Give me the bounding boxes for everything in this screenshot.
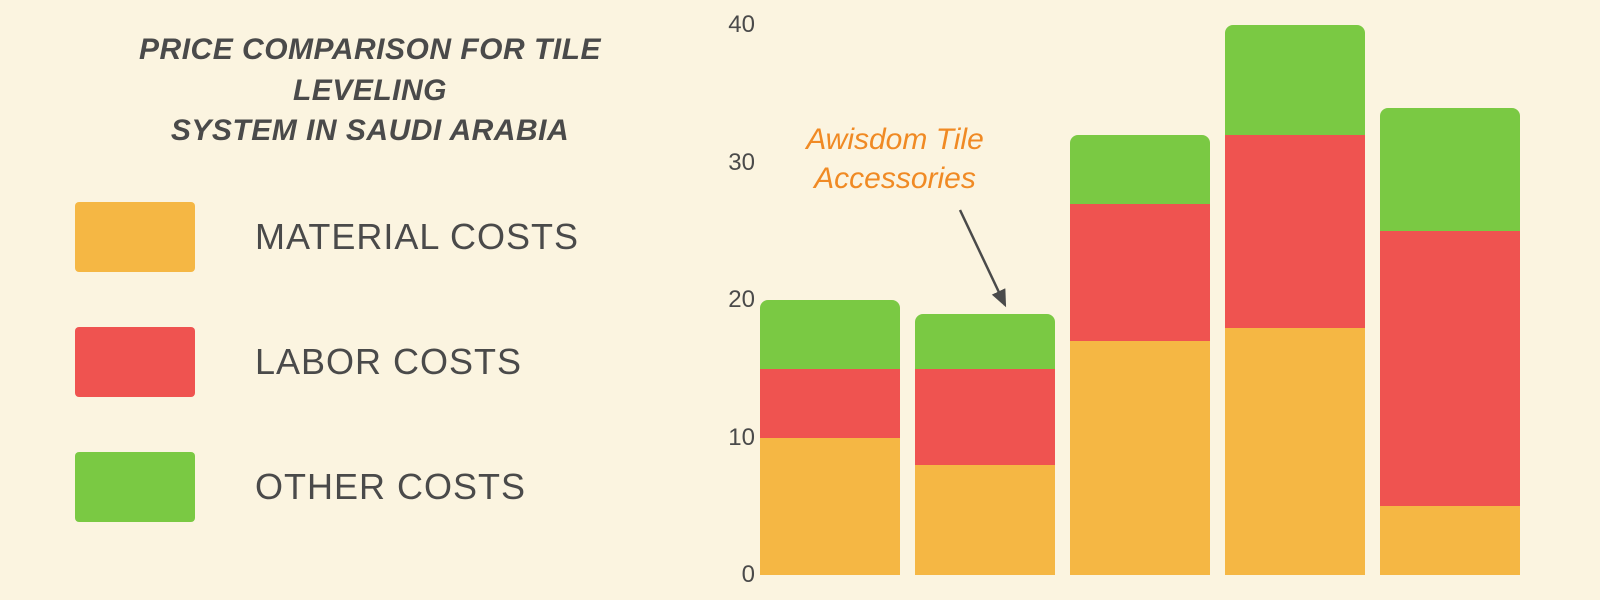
bar-segment-material: [915, 465, 1055, 575]
title-line-2: SYSTEM IN SAUDI ARABIA: [171, 114, 569, 147]
y-tick-label: 0: [705, 561, 755, 589]
bar: [1070, 135, 1210, 575]
bar-segment-other: [1225, 25, 1365, 135]
legend: MATERIAL COSTS LABOR COSTS OTHER COSTS: [60, 202, 680, 522]
callout-line-1: Awisdom Tile: [806, 123, 984, 156]
bar: [760, 300, 900, 575]
y-tick-label: 10: [705, 424, 755, 452]
bar: [1225, 25, 1365, 575]
y-tick-label: 30: [705, 149, 755, 177]
legend-swatch: [75, 452, 195, 522]
plot-area: Awisdom Tile Accessories: [760, 25, 1540, 575]
legend-label: LABOR COSTS: [255, 341, 522, 383]
callout-line-2: Accessories: [814, 162, 976, 195]
y-tick-label: 20: [705, 286, 755, 314]
bar-segment-material: [1380, 506, 1520, 575]
legend-item: MATERIAL COSTS: [60, 202, 680, 272]
bar-segment-material: [1225, 328, 1365, 576]
bar-segment-other: [915, 314, 1055, 369]
legend-item: LABOR COSTS: [60, 327, 680, 397]
bar-segment-labor: [1380, 231, 1520, 506]
bar-segment-material: [1070, 341, 1210, 575]
legend-item: OTHER COSTS: [60, 452, 680, 522]
legend-swatch: [75, 327, 195, 397]
bar: [1380, 108, 1520, 576]
bar-segment-labor: [915, 369, 1055, 465]
bar: [915, 314, 1055, 575]
bar-segment-other: [760, 300, 900, 369]
y-tick-label: 40: [705, 11, 755, 39]
bar-segment-labor: [760, 369, 900, 438]
bar-segment-other: [1070, 135, 1210, 204]
bar-segment-other: [1380, 108, 1520, 232]
title-line-1: PRICE COMPARISON FOR TILE LEVELING: [139, 33, 601, 107]
legend-label: OTHER COSTS: [255, 466, 526, 508]
chart-title: PRICE COMPARISON FOR TILE LEVELING SYSTE…: [60, 30, 680, 152]
legend-label: MATERIAL COSTS: [255, 216, 579, 258]
callout-label: Awisdom Tile Accessories: [765, 120, 1025, 198]
bar-segment-material: [760, 438, 900, 576]
chart-area: 0 10 20 30 40 Awisdom Tile Accessories: [700, 0, 1580, 600]
callout-arrow-icon: [945, 195, 1020, 320]
bar-segment-labor: [1225, 135, 1365, 328]
bar-segment-labor: [1070, 204, 1210, 342]
legend-swatch: [75, 202, 195, 272]
